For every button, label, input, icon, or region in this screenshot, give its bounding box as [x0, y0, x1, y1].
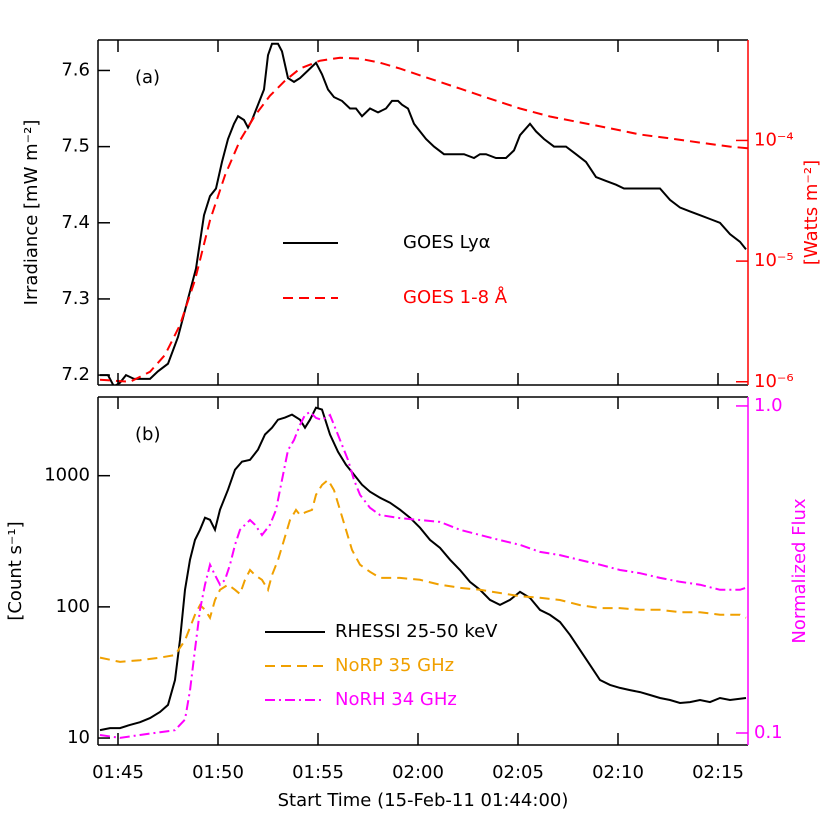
y-tick-label: 7.4 — [61, 212, 90, 233]
y-tick-label: 100 — [56, 596, 90, 617]
panel-annotation: (b) — [135, 424, 160, 445]
series-line — [99, 478, 747, 663]
y-tick-label: 1000 — [44, 465, 90, 486]
series-line — [99, 410, 747, 739]
legend-label: NoRP 35 GHz — [335, 655, 454, 676]
y-tick-label: 10 — [67, 727, 90, 748]
series-line — [100, 42, 747, 385]
y2-tick-label: 10⁻⁵ — [754, 250, 794, 271]
x-tick-label: 02:10 — [592, 762, 644, 783]
series-line — [99, 56, 748, 383]
x-axis-label: Start Time (15-Feb-11 01:44:00) — [278, 790, 569, 811]
x-tick-label: 02:15 — [692, 762, 744, 783]
y-tick-label: 7.5 — [61, 136, 90, 157]
legend-label: NoRH 34 GHz — [335, 689, 457, 710]
y-tick-label: 7.2 — [61, 364, 90, 385]
x-tick-label: 02:00 — [392, 762, 444, 783]
x-tick-label: 01:45 — [92, 762, 144, 783]
y2-tick-label: 0.1 — [754, 722, 783, 743]
panel-annotation: (a) — [135, 67, 160, 88]
x-tick-label: 01:55 — [292, 762, 344, 783]
legend-label: RHESSI 25-50 keV — [335, 621, 498, 642]
y-axis-label: [Count s⁻¹] — [5, 521, 26, 620]
y-tick-label: 7.3 — [61, 288, 90, 309]
series-line — [99, 406, 747, 732]
legend-label: GOES 1-8 Å — [403, 286, 508, 308]
y2-axis-label: Normalized Flux — [789, 498, 810, 644]
legend-label: GOES Lyα — [403, 232, 491, 253]
y2-axis-label: [Watts m⁻²] — [801, 160, 822, 265]
y-tick-label: 7.6 — [61, 59, 90, 80]
y2-tick-label: 10⁻⁴ — [754, 129, 794, 150]
y2-tick-label: 1.0 — [754, 395, 783, 416]
y2-tick-label: 10⁻⁶ — [754, 371, 794, 392]
x-tick-label: 01:50 — [192, 762, 244, 783]
x-tick-label: 02:05 — [492, 762, 544, 783]
y-axis-label: Irradiance [mW m⁻²] — [21, 120, 42, 306]
